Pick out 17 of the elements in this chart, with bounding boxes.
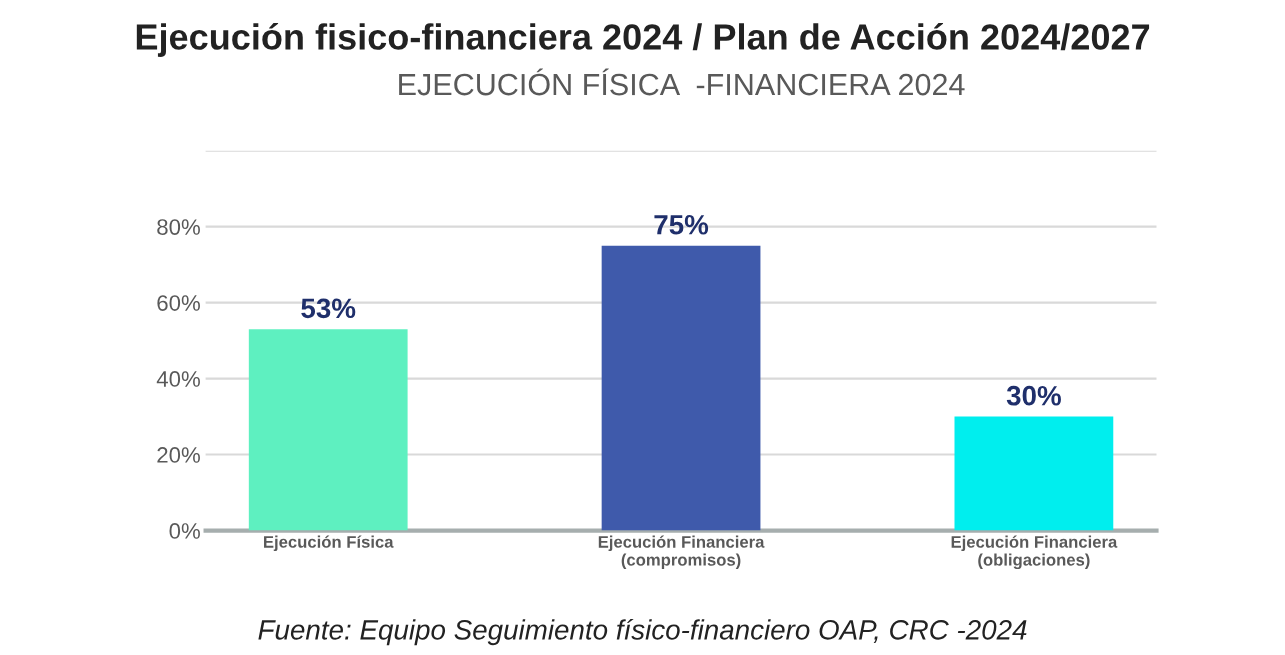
bar — [954, 416, 1114, 531]
y-tick-label: 60% — [157, 295, 200, 311]
x-tick-label: Ejecución Financiera (obligaciones) — [951, 535, 1118, 570]
bar — [601, 245, 761, 531]
y-tick-label: 40% — [156, 371, 200, 387]
y-tick-label: 80% — [157, 219, 200, 235]
y-tick-label: 20% — [157, 447, 200, 463]
chart-title: Ejecución fisico-financiera 2024 / Plan de Acción 2024/2027 — [136, 22, 1150, 57]
data-label: 30% — [1006, 385, 1061, 406]
bar — [248, 329, 408, 531]
source-note: Fuente: Equipo Seguimiento físico-financiero OAP, CRC -2024 — [258, 618, 1027, 646]
x-tick-label: Ejecución Física — [264, 535, 394, 552]
chart-subtitle: EJECUCIÓN FÍSICA -FINANCIERA 2024 — [399, 68, 965, 96]
y-tick-label: 0% — [169, 523, 200, 539]
data-label: 53% — [301, 298, 356, 319]
x-tick-label: Ejecución Financiera (compromisos) — [598, 535, 765, 570]
data-label: 75% — [654, 214, 709, 235]
